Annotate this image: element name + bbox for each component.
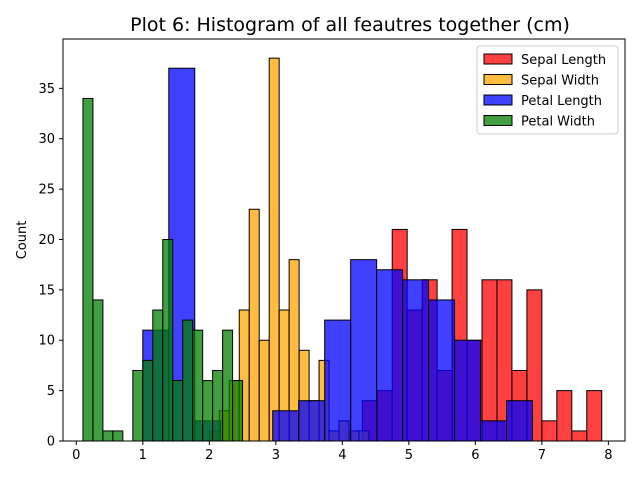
histogram-bar [506, 400, 534, 442]
histogram-bar [324, 319, 352, 442]
histogram-bar [268, 57, 280, 442]
histogram-bar [152, 309, 164, 442]
histogram-bar [481, 279, 498, 442]
legend-box [476, 45, 619, 135]
histogram-bar [82, 97, 94, 442]
x-tick-label: 2 [205, 448, 213, 463]
legend-swatch [483, 115, 513, 126]
histogram-bar [556, 390, 573, 442]
histogram-bar [222, 329, 234, 442]
legend: Sepal Length Sepal Width Petal Length Petal… [476, 45, 619, 135]
y-tick-label: 35 [38, 82, 55, 97]
histogram-bar [258, 339, 270, 442]
legend-label: Sepal Width [521, 74, 599, 89]
x-tick-label: 1 [139, 448, 147, 463]
legend-swatch [483, 53, 513, 65]
histogram-bar [571, 430, 588, 442]
x-tick-label: 8 [604, 448, 612, 463]
x-tick-label: 7 [538, 448, 546, 463]
histogram-bar [350, 259, 378, 442]
y-tick-label: 20 [38, 233, 55, 248]
legend-label: Sepal Length [521, 53, 606, 68]
histogram-bar [480, 420, 508, 442]
histogram-bar [232, 380, 244, 442]
y-tick-label: 15 [38, 283, 55, 298]
histogram-bar [248, 208, 260, 442]
y-tick-label: 25 [38, 183, 55, 198]
histogram-bar [192, 329, 204, 442]
plot-frame [62, 38, 626, 442]
histogram-bar [298, 400, 326, 442]
y-axis-label: Count [15, 221, 30, 260]
histogram-bar [272, 410, 300, 442]
histogram-bar [202, 380, 214, 442]
histogram-bar [132, 369, 144, 442]
ticks-layer: 0 1 2 3 4 5 6 7 8 0 5 10 15 20 25 30 35 [38, 82, 612, 463]
series-petal-width [82, 97, 244, 442]
histogram-bar [92, 299, 104, 442]
histogram-bar [182, 319, 194, 442]
histogram-bar [112, 430, 124, 442]
legend-label: Petal Width [521, 115, 595, 130]
y-tick-label: 0 [47, 435, 55, 450]
histogram-bar [402, 279, 430, 442]
histogram-bar [102, 430, 114, 442]
histogram-bar [376, 269, 404, 442]
histogram-bar [454, 339, 482, 442]
x-tick-label: 5 [405, 448, 413, 463]
histogram-bar [586, 390, 603, 442]
x-tick-label: 0 [72, 448, 80, 463]
histogram-bar [541, 420, 558, 442]
y-tick-label: 5 [47, 384, 55, 399]
histogram-bar [212, 369, 224, 442]
x-tick-label: 3 [272, 448, 280, 463]
legend-swatch [483, 94, 513, 106]
y-tick-label: 30 [38, 132, 55, 147]
histogram-bar [428, 299, 456, 442]
histogram-bar [142, 359, 154, 442]
chart-title: Plot 6: Histogram of all feautres togeth… [130, 14, 570, 36]
y-tick-label: 10 [38, 334, 55, 349]
histogram-bar [172, 380, 184, 442]
x-tick-label: 6 [471, 448, 479, 463]
legend-swatch [483, 74, 513, 85]
histogram-bar [162, 239, 174, 442]
x-tick-label: 4 [338, 448, 346, 463]
legend-label: Petal Length [521, 94, 602, 109]
bars-layer [82, 57, 603, 442]
